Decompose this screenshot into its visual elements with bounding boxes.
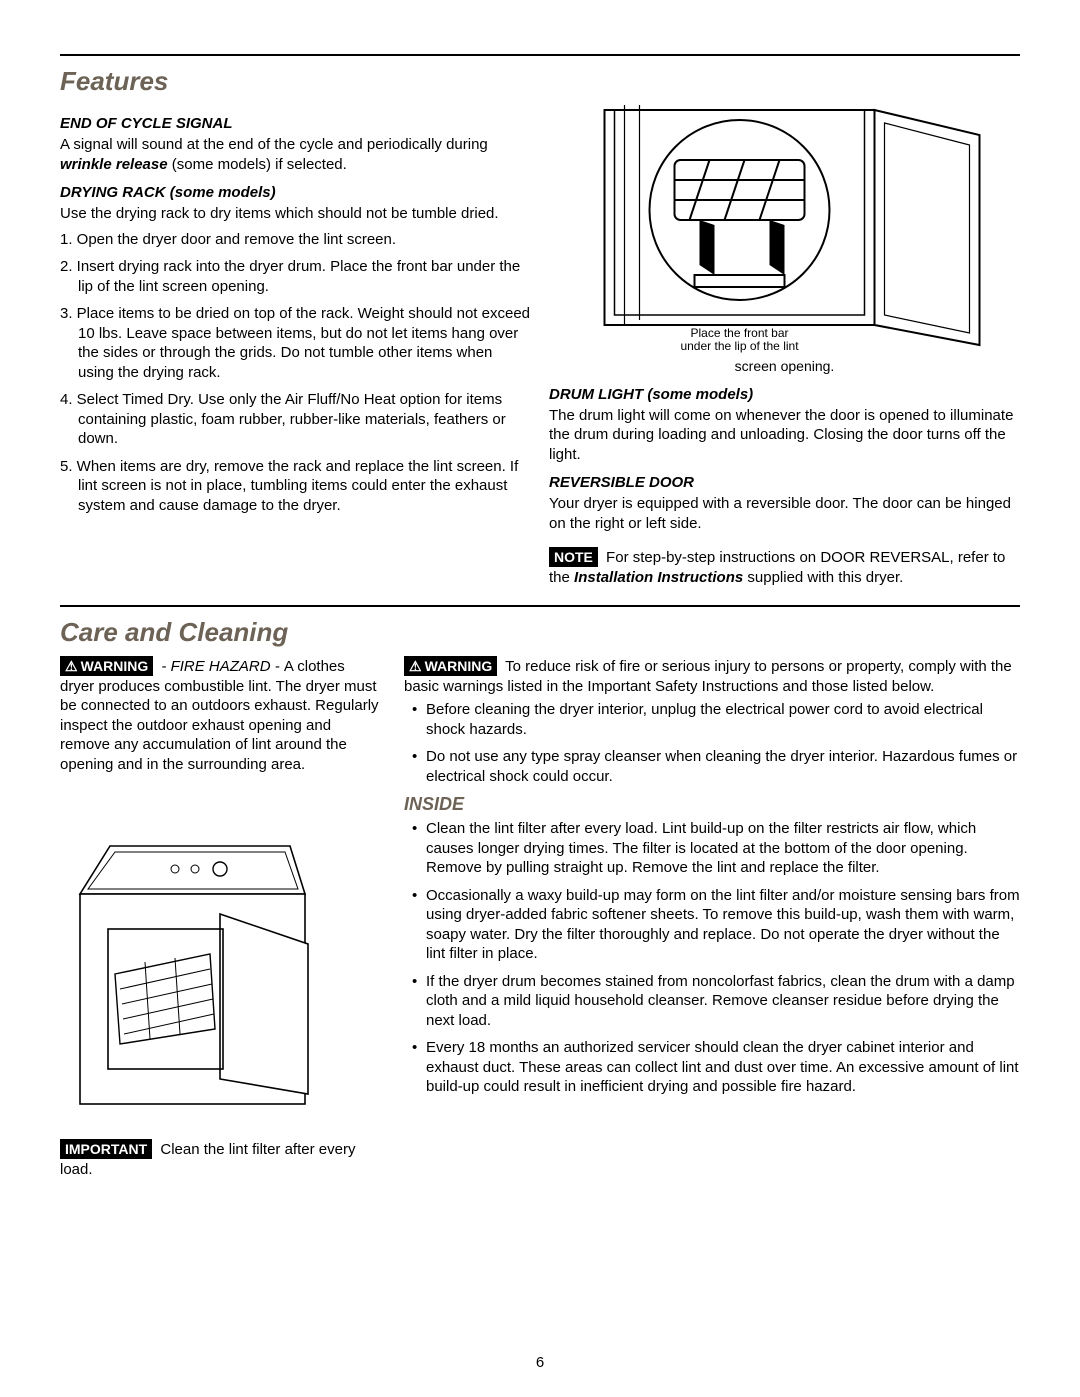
reversible-head: REVERSIBLE DOOR: [549, 474, 1020, 491]
inside-bullet-1: Clean the lint filter after every load. …: [404, 819, 1020, 878]
drum-light-head: DRUM LIGHT (some models): [549, 386, 1020, 403]
care-left: ⚠WARNING - FIRE HAZARD - A clothes dryer…: [60, 656, 380, 1179]
eoc-b: wrinkle release: [60, 156, 168, 173]
note-b: Installation Instructions: [574, 569, 743, 586]
warn-bullet-1: Before cleaning the dryer interior, unpl…: [404, 700, 1020, 739]
step-2: 2. Insert drying rack into the dryer dru…: [60, 257, 531, 296]
care-right: ⚠WARNING To reduce risk of fire or serio…: [404, 656, 1020, 1179]
warning2-label: WARNING: [425, 658, 493, 674]
features-title: Features: [60, 66, 1020, 97]
warning1-badge: ⚠WARNING: [60, 656, 153, 676]
drying-rack-steps: 1. Open the dryer door and remove the li…: [60, 230, 531, 516]
warning2-block: ⚠WARNING To reduce risk of fire or serio…: [404, 656, 1020, 696]
diagram-caption-last: screen opening.: [549, 358, 1020, 376]
inside-bullet-3: If the dryer drum becomes stained from n…: [404, 972, 1020, 1031]
inside-bullets: Clean the lint filter after every load. …: [404, 819, 1020, 1097]
drying-rack-head: DRYING RACK (some models): [60, 184, 531, 201]
care-title: Care and Cleaning: [60, 617, 1020, 648]
step-4: 4. Select Timed Dry. Use only the Air Fl…: [60, 390, 531, 449]
care-columns: ⚠WARNING - FIRE HAZARD - A clothes dryer…: [60, 656, 1020, 1179]
warning-icon: ⚠: [409, 657, 422, 675]
svg-text:Place the front bar: Place the front bar: [690, 326, 788, 340]
inside-bullet-4: Every 18 months an authorized servicer s…: [404, 1038, 1020, 1097]
rack-diagram: Place the front bar under the lip of the…: [549, 105, 1020, 355]
step-1: 1. Open the dryer door and remove the li…: [60, 230, 531, 250]
drum-light-text: The drum light will come on whenever the…: [549, 406, 1020, 465]
warning2-bullets: Before cleaning the dryer interior, unpl…: [404, 700, 1020, 786]
eoc-a: A signal will sound at the end of the cy…: [60, 136, 488, 153]
dryer-diagram: [60, 834, 320, 1114]
note-c: supplied with this dryer.: [743, 569, 903, 586]
warning1-hazard: - FIRE HAZARD -: [157, 658, 284, 675]
drying-rack-intro: Use the drying rack to dry items which s…: [60, 204, 531, 224]
end-of-cycle-text: A signal will sound at the end of the cy…: [60, 135, 531, 174]
warn-bullet-2: Do not use any type spray cleanser when …: [404, 747, 1020, 786]
features-left: END OF CYCLE SIGNAL A signal will sound …: [60, 105, 531, 587]
end-of-cycle-head: END OF CYCLE SIGNAL: [60, 115, 531, 132]
inside-bullet-2: Occasionally a waxy build-up may form on…: [404, 886, 1020, 964]
warning1-label: WARNING: [81, 658, 149, 674]
reversible-text: Your dryer is equipped with a reversible…: [549, 494, 1020, 533]
warning-icon: ⚠: [65, 657, 78, 675]
svg-text:under the lip of the lint: under the lip of the lint: [680, 339, 799, 353]
important-block: IMPORTANT Clean the lint filter after ev…: [60, 1139, 380, 1179]
top-rule: [60, 54, 1020, 56]
features-columns: END OF CYCLE SIGNAL A signal will sound …: [60, 105, 1020, 587]
warning2-badge: ⚠WARNING: [404, 656, 497, 676]
note-block: NOTE For step-by-step instructions on DO…: [549, 547, 1020, 587]
features-right: Place the front bar under the lip of the…: [549, 105, 1020, 587]
eoc-c: (some models) if selected.: [168, 156, 347, 173]
note-badge: NOTE: [549, 547, 598, 567]
step-5: 5. When items are dry, remove the rack a…: [60, 457, 531, 516]
inside-head: INSIDE: [404, 794, 1020, 815]
important-badge: IMPORTANT: [60, 1139, 152, 1159]
page-number: 6: [0, 1354, 1080, 1371]
mid-rule: [60, 605, 1020, 607]
step-3: 3. Place items to be dried on top of the…: [60, 304, 531, 382]
warning1-block: ⚠WARNING - FIRE HAZARD - A clothes dryer…: [60, 656, 380, 774]
